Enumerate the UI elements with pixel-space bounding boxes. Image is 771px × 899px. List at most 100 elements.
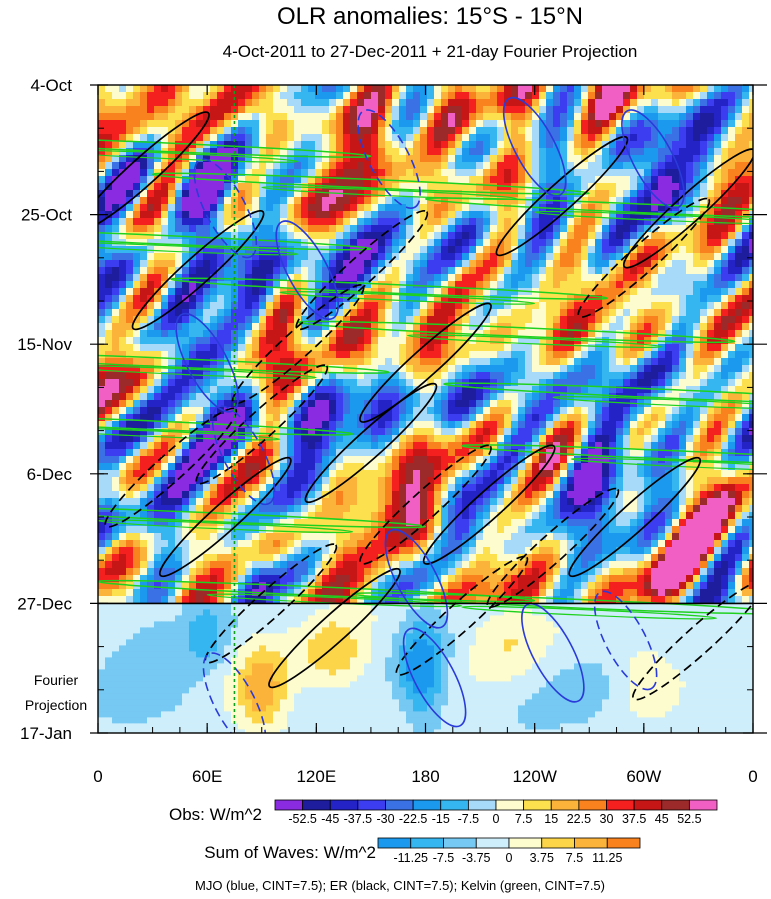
obs-cell — [707, 162, 715, 170]
obs-cell — [532, 127, 540, 135]
obs-cell — [462, 323, 470, 331]
obs-cell — [287, 302, 295, 310]
obs-cell — [189, 218, 197, 226]
obs-cell — [497, 253, 505, 261]
obs-cell — [560, 85, 568, 93]
obs-cell — [224, 211, 232, 219]
obs-cell — [532, 113, 540, 121]
obs-cell — [301, 407, 309, 415]
obs-cell — [630, 134, 638, 142]
obs-cell — [700, 288, 708, 296]
obs-cell — [532, 337, 540, 345]
obs-cell — [749, 120, 753, 128]
obs-cell — [693, 106, 701, 114]
obs-cell — [595, 190, 603, 198]
obs-cell — [728, 106, 736, 114]
obs-cell — [511, 127, 519, 135]
obs-cell — [140, 190, 148, 198]
obs-cell — [490, 148, 498, 156]
obs-cell — [385, 351, 393, 359]
obs-cell — [133, 141, 141, 149]
obs-cell — [735, 183, 743, 191]
obs-cell — [133, 267, 141, 275]
obs-cell — [413, 344, 421, 352]
obs-cell — [623, 85, 631, 93]
obs-cell — [602, 211, 610, 219]
obs-cell — [686, 113, 694, 121]
obs-cell — [595, 442, 603, 450]
obs-cell — [637, 232, 645, 240]
obs-cell — [623, 183, 631, 191]
obs-cell — [217, 267, 225, 275]
obs-cell — [714, 337, 722, 345]
obs-cell — [721, 400, 729, 408]
obs-cell — [483, 176, 491, 184]
obs-cell — [553, 127, 561, 135]
obs-cell — [518, 393, 526, 401]
obs-cell — [665, 92, 673, 100]
obs-cell — [483, 351, 491, 359]
obs-cell — [455, 183, 463, 191]
obs-cell — [497, 267, 505, 275]
obs-cell — [203, 148, 211, 156]
obs-cell — [483, 260, 491, 268]
obs-cell — [217, 386, 225, 394]
obs-cell — [119, 246, 127, 254]
obs-cell — [567, 85, 575, 93]
obs-cell — [518, 253, 526, 261]
obs-cell — [175, 337, 183, 345]
obs-cell — [252, 232, 260, 240]
obs-cell — [154, 449, 162, 457]
obs-cell — [427, 393, 435, 401]
obs-cell — [504, 239, 512, 247]
obs-cell — [252, 274, 260, 282]
obs-cell — [336, 365, 344, 373]
obs-cell — [224, 85, 232, 93]
obs-cell — [287, 344, 295, 352]
obs-cell — [707, 288, 715, 296]
obs-cell — [609, 372, 617, 380]
obs-cell — [567, 309, 575, 317]
obs-cell — [581, 323, 589, 331]
obs-cell — [707, 197, 715, 205]
obs-cell — [238, 393, 246, 401]
obs-cell — [280, 414, 288, 422]
obs-cell — [385, 239, 393, 247]
obs-cell — [721, 197, 729, 205]
obs-cell — [616, 218, 624, 226]
obs-cell — [343, 85, 351, 93]
obs-cell — [329, 379, 337, 387]
obs-cell — [280, 225, 288, 233]
obs-cell — [273, 141, 281, 149]
obs-cell — [623, 197, 631, 205]
obs-cell — [147, 232, 155, 240]
obs-cell — [714, 260, 722, 268]
obs-cell — [483, 274, 491, 282]
obs-cell — [245, 141, 253, 149]
obs-cell — [259, 204, 267, 212]
obs-cell — [154, 218, 162, 226]
obs-cell — [378, 435, 386, 443]
obs-cell — [742, 302, 750, 310]
obs-cell — [525, 218, 533, 226]
obs-cell — [154, 337, 162, 345]
obs-cell — [553, 379, 561, 387]
obs-cell — [462, 162, 470, 170]
obs-cell — [224, 414, 232, 422]
obs-cell — [518, 309, 526, 317]
obs-cell — [98, 148, 106, 156]
obs-cell — [245, 85, 253, 93]
obs-cell — [245, 274, 253, 282]
obs-cell — [252, 393, 260, 401]
obs-cell — [581, 141, 589, 149]
obs-cell — [532, 435, 540, 443]
obs-cell — [126, 190, 134, 198]
obs-cell — [301, 442, 309, 450]
obs-cell — [126, 183, 134, 191]
obs-cell — [637, 428, 645, 436]
obs-cell — [665, 148, 673, 156]
obs-cell — [252, 120, 260, 128]
obs-cell — [532, 267, 540, 275]
obs-cell — [728, 393, 736, 401]
obs-cell — [497, 127, 505, 135]
